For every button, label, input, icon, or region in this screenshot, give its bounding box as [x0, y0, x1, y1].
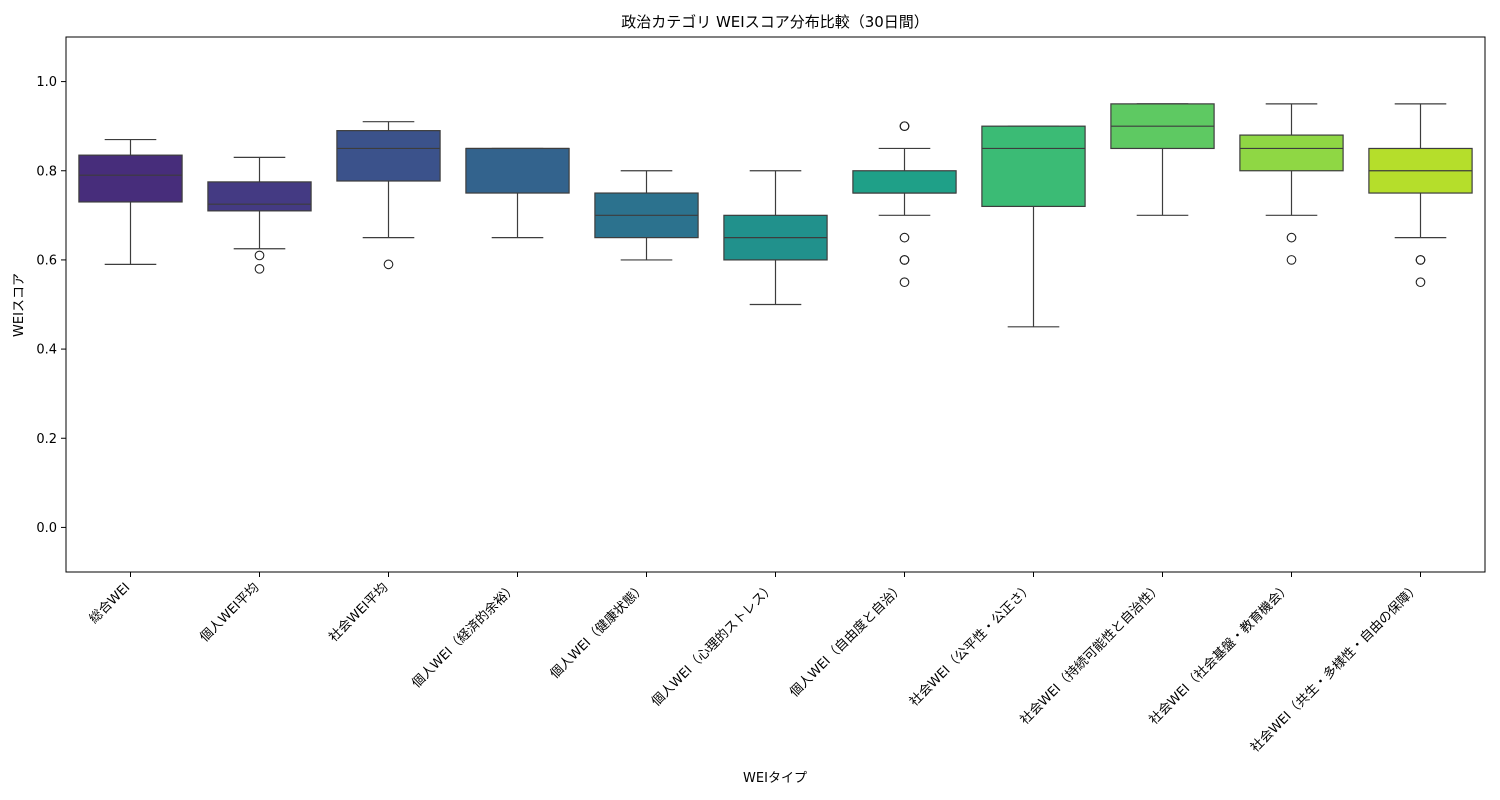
x-tick-label: 社会WEI平均	[326, 580, 392, 646]
chart-title: 政治カテゴリ WEIスコア分布比較（30日間）	[621, 13, 929, 31]
x-tick-label: 個人WEI（心理的ストレス）	[648, 580, 778, 710]
box-0	[78, 138, 183, 265]
outlier-point	[1415, 277, 1426, 288]
x-tick-label: 社会WEI（社会基盤・教育機会）	[1146, 580, 1294, 728]
box-3	[465, 147, 570, 239]
y-tick-label: 0.0	[36, 521, 57, 536]
x-tick-label: 個人WEI（経済的余裕）	[409, 580, 521, 692]
box-6	[852, 121, 957, 288]
x-tick-label: 個人WEI平均	[197, 580, 262, 645]
box-4	[594, 170, 699, 261]
outlier-point	[899, 232, 910, 243]
box-iqr	[852, 170, 957, 194]
boxes-layer	[78, 103, 1473, 328]
box-8	[1110, 103, 1215, 216]
outlier-point	[899, 277, 910, 288]
x-tick-label: 総合WEI	[87, 580, 134, 627]
box-iqr	[1239, 134, 1344, 172]
box-5	[723, 170, 828, 306]
box-iqr	[981, 125, 1086, 208]
outlier-point	[254, 263, 265, 274]
y-tick-label: 1.0	[36, 75, 57, 90]
x-tick-label: 社会WEI（持続可能性と自治性）	[1017, 580, 1165, 728]
outlier-point	[899, 121, 910, 132]
box-9	[1239, 103, 1344, 265]
outlier-point	[1286, 255, 1297, 265]
y-tick-label: 0.8	[36, 164, 57, 179]
box-iqr	[465, 147, 570, 194]
box-iqr	[207, 181, 312, 212]
outlier-point	[899, 255, 910, 265]
y-tick-label: 0.2	[36, 432, 57, 447]
x-axis-label: WEIタイプ	[743, 771, 807, 786]
outlier-point	[254, 250, 265, 261]
outlier-point	[1286, 232, 1297, 243]
box-7	[981, 125, 1086, 328]
box-2	[336, 121, 441, 270]
y-tick-label: 0.4	[36, 343, 57, 358]
box-iqr	[78, 154, 183, 203]
x-tick-label: 個人WEI（自由度と自治）	[786, 580, 907, 701]
box-1	[207, 156, 312, 274]
outlier-point	[1415, 255, 1426, 265]
y-axis-label: WEIスコア	[12, 273, 27, 337]
box-iqr	[336, 130, 441, 182]
y-axis: 0.0 0.2 0.4 0.6 0.8 1.0	[36, 75, 66, 536]
x-tick-label: 社会WEI（公平性・公正さ）	[906, 580, 1036, 710]
x-axis: 総合WEI 個人WEI平均 社会WEI平均 個人WEI（経済的余裕） 個人WEI（健康状…	[87, 572, 1423, 756]
box-10	[1368, 103, 1473, 288]
x-tick-label: 個人WEI（健康状態）	[547, 580, 649, 682]
outlier-point	[383, 259, 394, 270]
y-tick-label: 0.6	[36, 253, 57, 268]
